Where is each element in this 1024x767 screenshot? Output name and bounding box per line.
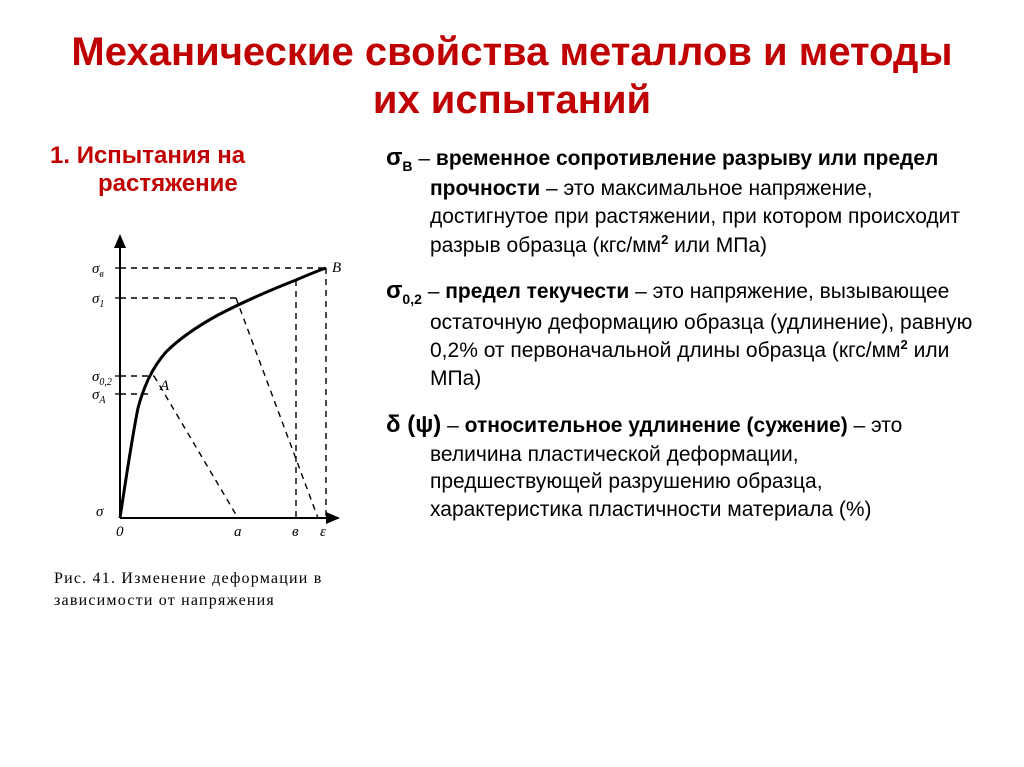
svg-text:σв: σв — [92, 261, 104, 280]
def-term: относительное удлинение (сужение) — [465, 414, 848, 437]
svg-text:σ: σ — [96, 504, 104, 520]
chart-svg: σвσ1σ0,2σA0aвεσAB — [58, 218, 358, 558]
subtitle-number: 1. — [50, 142, 70, 169]
chart-caption: Рис. 41. Изменение деформации в зависимо… — [48, 568, 368, 611]
svg-text:ε: ε — [320, 524, 326, 540]
svg-text:0: 0 — [116, 524, 124, 540]
stress-strain-chart: σвσ1σ0,2σA0aвεσAB Рис. 41. Изменение деф… — [48, 212, 368, 611]
content-columns: 1. Испытания на растяжение σвσ1σ0,2σA0aв… — [48, 142, 976, 611]
svg-text:σ0,2: σ0,2 — [92, 369, 112, 388]
subtitle-line2: растяжение — [50, 170, 238, 197]
definition-0: σВ – временное сопротивление разрыву или… — [386, 142, 976, 259]
page-title: Механические свойства металлов и методы … — [48, 28, 976, 124]
definition-2: δ (ψ) – относительное удлинение (сужение… — [386, 409, 976, 524]
def-symbol: δ (ψ) — [386, 411, 441, 438]
definition-1: σ0,2 – предел текучести – это напряжение… — [386, 275, 976, 392]
subtitle-line1: Испытания на — [77, 142, 245, 169]
def-symbol: σВ — [386, 144, 413, 171]
left-column: 1. Испытания на растяжение σвσ1σ0,2σA0aв… — [48, 142, 368, 611]
svg-text:B: B — [332, 260, 341, 276]
svg-text:σA: σA — [92, 387, 106, 406]
def-symbol: σ0,2 — [386, 277, 422, 304]
section-subtitle: 1. Испытания на растяжение — [48, 142, 368, 198]
svg-text:в: в — [292, 524, 299, 540]
svg-text:a: a — [234, 524, 242, 540]
svg-text:σ1: σ1 — [92, 291, 104, 310]
def-term: предел текучести — [445, 280, 629, 303]
svg-text:A: A — [159, 378, 170, 394]
right-column: σВ – временное сопротивление разрыву или… — [386, 142, 976, 611]
